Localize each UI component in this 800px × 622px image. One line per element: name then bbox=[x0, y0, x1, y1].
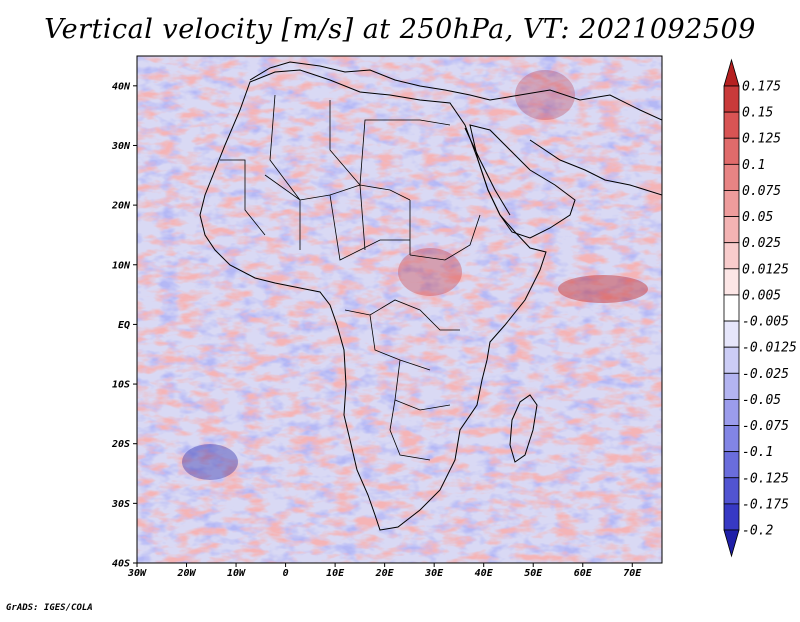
colorbar-label: 0.125 bbox=[742, 132, 781, 147]
colorbar-box bbox=[723, 477, 740, 505]
strong-ascent-east-africa bbox=[398, 248, 462, 296]
colorbar-box bbox=[723, 425, 740, 453]
strong-ascent-middle-east bbox=[515, 70, 575, 120]
lat-tick-label: 40S bbox=[112, 559, 130, 570]
colorbar-box bbox=[723, 320, 740, 348]
colorbar-box bbox=[723, 268, 740, 296]
vertical-velocity-field bbox=[137, 56, 662, 563]
lat-tick-label: 10S bbox=[112, 380, 130, 391]
credit-text: GrADS: IGES/COLA bbox=[6, 603, 93, 613]
lon-tick-label: 20E bbox=[375, 568, 395, 579]
colorbar-label: 0.1 bbox=[742, 158, 765, 173]
colorbar-box bbox=[723, 242, 740, 270]
colorbar-label: -0.005 bbox=[742, 315, 789, 330]
lon-tick-label: 50E bbox=[524, 568, 543, 579]
colorbar-top-triangle bbox=[723, 58, 740, 87]
coastlines-and-borders bbox=[199, 61, 662, 531]
colorbar-label: 0.05 bbox=[742, 210, 773, 225]
lon-tick-label: 0 bbox=[283, 568, 289, 579]
africa-coastline bbox=[199, 69, 547, 531]
latitude-axis: 40N 30N 20N 10N EQ 10S 20S 30S 40S bbox=[111, 81, 137, 570]
lat-tick-label: 20S bbox=[111, 439, 130, 450]
colorbar-box bbox=[723, 372, 740, 400]
lat-tick-label: 20N bbox=[111, 201, 131, 212]
colorbar-label: -0.2 bbox=[742, 524, 773, 539]
colorbar-label: -0.05 bbox=[742, 393, 781, 408]
lon-tick-label: 10E bbox=[326, 568, 345, 579]
lon-tick-label: 40E bbox=[475, 568, 494, 579]
colorbar-label: 0.175 bbox=[742, 80, 781, 95]
lat-tick-label: 30N bbox=[111, 141, 131, 152]
arabian-peninsula-coastline bbox=[469, 124, 576, 239]
colorbar-box bbox=[723, 503, 740, 531]
longitude-axis: 30W 20W 10W 0 10E 20E 30E 40E 50E 60E 70E bbox=[127, 563, 642, 579]
colorbar-box bbox=[723, 163, 740, 191]
lon-tick-label: 70E bbox=[623, 568, 642, 579]
colorbar-label: 0.025 bbox=[742, 236, 781, 251]
chart-title: Vertical velocity [m/s] at 250hPa, VT: 2… bbox=[44, 14, 756, 45]
mediterranean-north-coast bbox=[249, 61, 662, 121]
strong-ascent-arabian-sea bbox=[558, 275, 648, 303]
red-sea-coast bbox=[464, 127, 511, 216]
colorbar-label: -0.0125 bbox=[742, 341, 797, 356]
colorbar-label: -0.175 bbox=[742, 497, 789, 512]
colorbar-box bbox=[723, 137, 740, 165]
lat-tick-label: EQ bbox=[118, 320, 130, 331]
colorbar-box bbox=[723, 111, 740, 139]
lon-tick-label: 30W bbox=[127, 568, 147, 579]
colorbar-label: 0.15 bbox=[742, 106, 773, 121]
lat-tick-label: 10N bbox=[112, 260, 131, 271]
border-lines bbox=[220, 94, 481, 461]
colorbar-box bbox=[723, 85, 740, 113]
colorbar-label: 0.075 bbox=[742, 184, 781, 199]
plot-frame bbox=[136, 55, 663, 564]
colorbar-box bbox=[723, 294, 740, 322]
colorbar-box bbox=[723, 346, 740, 374]
colorbar-label: 0.0125 bbox=[742, 262, 789, 277]
persian-gulf-coast bbox=[529, 139, 662, 196]
lon-tick-label: 60E bbox=[574, 568, 593, 579]
strong-descent-south-atlantic bbox=[182, 444, 238, 480]
lon-tick-label: 30E bbox=[424, 568, 444, 579]
madagascar-coastline bbox=[509, 394, 538, 463]
colorbar-label: -0.1 bbox=[742, 445, 773, 460]
colorbar-box bbox=[723, 399, 740, 426]
colorbar: 0.175 0.15 0.125 0.1 0.075 0.05 0.025 0.0125 0.0… bbox=[723, 58, 797, 558]
lat-tick-label: 40N bbox=[112, 81, 131, 92]
colorbar-label: -0.125 bbox=[742, 471, 789, 486]
colorbar-label: -0.075 bbox=[742, 419, 789, 434]
colorbar-label: 0.005 bbox=[742, 288, 781, 303]
lon-tick-label: 20W bbox=[176, 568, 196, 579]
lat-tick-label: 30S bbox=[111, 499, 130, 510]
colorbar-bottom-triangle bbox=[723, 529, 740, 558]
colorbar-label: -0.025 bbox=[742, 367, 789, 382]
colorbar-box bbox=[723, 451, 740, 479]
colorbar-box bbox=[723, 190, 740, 217]
lon-tick-label: 10W bbox=[227, 568, 246, 579]
colorbar-box bbox=[723, 216, 740, 244]
